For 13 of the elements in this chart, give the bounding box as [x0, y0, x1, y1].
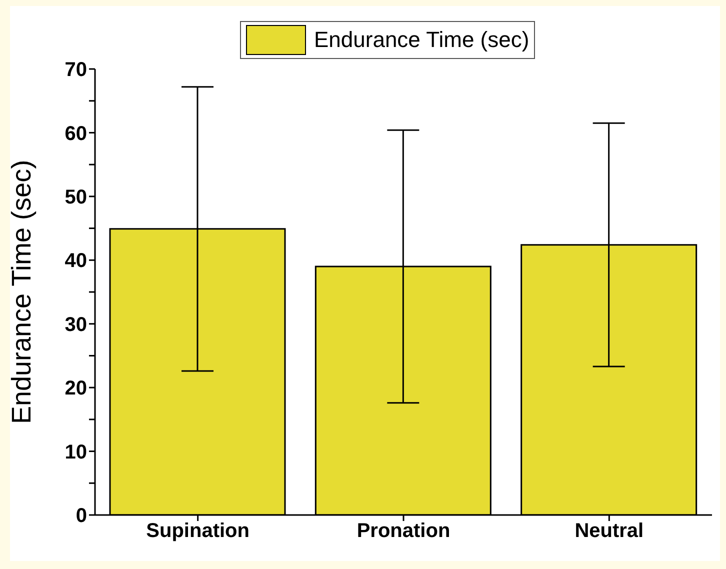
y-tick-label: 0	[76, 505, 87, 528]
legend-label: Endurance Time (sec)	[314, 27, 530, 53]
y-tick-label: 10	[64, 441, 87, 464]
x-tick-label: Neutral	[574, 520, 644, 542]
y-tick-label: 40	[64, 250, 87, 272]
y-tick-label: 60	[64, 122, 87, 145]
y-tick-label: 70	[64, 59, 87, 82]
y-axis-title: Endurance Time (sec)	[6, 160, 37, 424]
y-tick-label: 30	[64, 314, 87, 336]
y-tick-label: 50	[64, 186, 87, 209]
x-tick-label: Pronation	[356, 520, 450, 542]
y-tick-label: 20	[64, 378, 87, 400]
x-tick-label: Supination	[146, 520, 250, 542]
